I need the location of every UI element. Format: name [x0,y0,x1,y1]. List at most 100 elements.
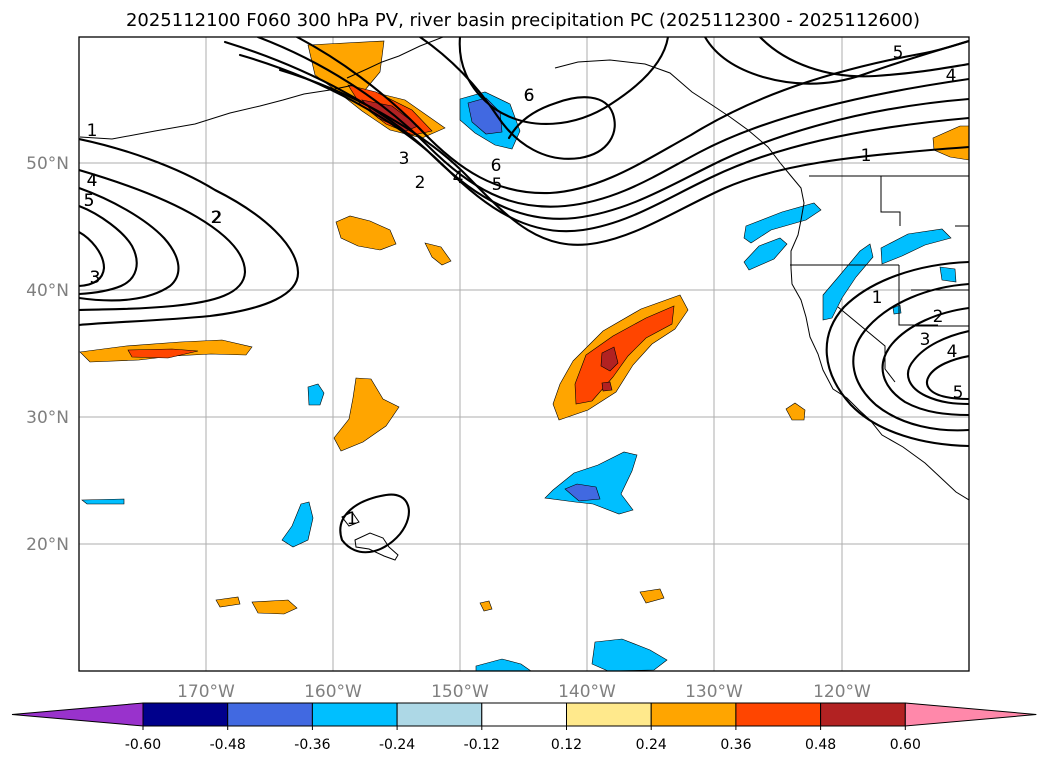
orange-region-south-1 [215,596,241,608]
contour-6-top [458,37,670,125]
colorbar-label-10: 0.60 [890,737,921,753]
blue-region-interior-northeast [939,266,957,283]
contour-label-6-top: 6 [524,86,535,106]
north-america-west-coast [554,59,969,501]
contour-label-5-west: 5 [84,191,95,211]
state-border-4 [880,176,901,226]
orange-region-south-2 [251,599,298,615]
colorbar-label-5: -0.12 [464,737,500,753]
contour-label-3-east: 3 [920,330,931,350]
red-region-central-east [574,305,675,405]
contour-4-top-right [758,37,969,78]
contour-label-1-hawaii: 1 [347,509,358,529]
contour-5-east [925,354,969,401]
contour-2-west [79,168,247,312]
colorbar-label-3: -0.36 [294,737,330,753]
contour-5-main [295,37,969,195]
blue-region-small-1 [307,383,325,406]
contour-label-5-west-duplicate: 5 [84,191,95,211]
blue-region-bottom-2 [475,658,532,671]
contour-label-5-east: 5 [953,383,964,403]
contour-2-east [852,282,969,432]
contour-label-6-top-duplicate: 6 [524,86,535,106]
contour-4-west [79,204,138,296]
alaska-coast-northwest [346,37,444,79]
lon-label-130w: 130°W [685,682,743,702]
red-region-west-band [127,348,199,359]
contour-hawaii-loop [339,493,410,554]
blue-region-south-central [544,451,638,515]
lon-label-150w: 150°W [431,682,489,702]
colorbar-segment-2 [227,702,313,727]
contour-5-west [79,230,106,288]
lat-label-40n: 40°N [26,281,69,301]
hawaii-small-island [341,511,360,527]
contour-2-main [238,53,969,233]
orange-region-central [333,377,400,452]
contour-label-1-main: 1 [861,146,872,166]
lon-label-160w: 160°W [304,682,362,702]
contour-label-1-east: 1 [872,288,883,308]
contour-label-2-east: 2 [933,307,944,327]
colorbar-segment-6 [566,702,652,727]
colorbar-segment-5 [481,702,567,727]
colorbar-segment-7 [650,702,737,727]
map-frame [78,36,970,672]
contour-label-6-main: 6 [491,156,502,176]
map-title: 2025112100 F060 300 hPa PV, river basin … [126,10,920,31]
contour-label-4-west: 4 [87,171,98,191]
map-clip-group: 1 2 3 4 5 6 1 2 3 4 5 6 4 5 5 6 4 [79,37,969,671]
pv-contours [79,37,969,554]
colorbar-label-4: -0.24 [379,737,415,753]
blue-region-interior-west [880,228,952,265]
contour-4-east [906,329,969,406]
colorbar-label-9: 0.48 [805,737,836,753]
lon-label-170w: 170°W [177,682,235,702]
contour-label-2-main: 2 [415,173,426,193]
orange-region-south-4 [639,588,665,604]
blue-region-bottom-1 [591,638,668,671]
dark-red-region-central-east-2 [601,381,613,392]
contour-label-3-west: 3 [90,268,101,288]
contour-6-main [418,37,616,160]
colorbar-label-1: -0.60 [125,737,161,753]
colorbar-segment-1 [142,702,229,727]
orange-region-midwest-1 [335,215,397,251]
lat-label-50n: 50°N [26,154,69,174]
contour-label-3-main: 3 [399,149,410,169]
contour-3-east [881,306,969,417]
contour-label-5-main: 5 [492,175,503,195]
contour-4-main [256,37,969,208]
orange-region-midwest-2 [424,242,452,266]
colorbar-label-7: 0.24 [636,737,667,753]
latitude-labels: 50°N 40°N 30°N 20°N [26,154,69,555]
contour-3-main [223,40,969,220]
hawaii-islands [354,532,399,561]
contour-1-west [79,137,300,327]
contour-label-4-east: 4 [947,342,958,362]
dark-red-region-central-east-1 [600,346,619,372]
contour-5-top-right [703,37,969,85]
colorbar: -0.60 -0.48 -0.36 -0.24 -0.12 0.12 0.24 0.36 0.4… [11,702,1037,753]
colorbar-segment-3 [311,702,398,727]
blue-region-west-small [81,498,125,505]
contour-label-4-west-duplicate: 4 [87,171,98,191]
contour-label-2-west-duplicate: 2 [212,208,223,228]
colorbar-segment-4 [396,702,483,727]
contour-label-3-west-duplicate: 3 [90,268,101,288]
lat-label-20n: 20°N [26,535,69,555]
colorbar-label-8: 0.36 [720,737,751,753]
aleutian-chain [79,84,355,140]
state-border-2 [898,265,938,326]
contour-3-west [79,186,180,302]
longitude-labels: 170°W 160°W 150°W 140°W 130°W 120°W [177,682,871,702]
contour-1-east [825,260,969,448]
map: 1 2 3 4 5 6 1 2 3 4 5 6 4 5 5 6 4 [26,36,970,702]
contour-label-2-west: 2 [211,208,222,228]
orange-region-southwest-coast [785,402,806,421]
orange-region-south-3 [479,600,493,612]
colorbar-label-2: -0.48 [210,737,246,753]
contour-label-4-top-right: 4 [946,66,957,86]
